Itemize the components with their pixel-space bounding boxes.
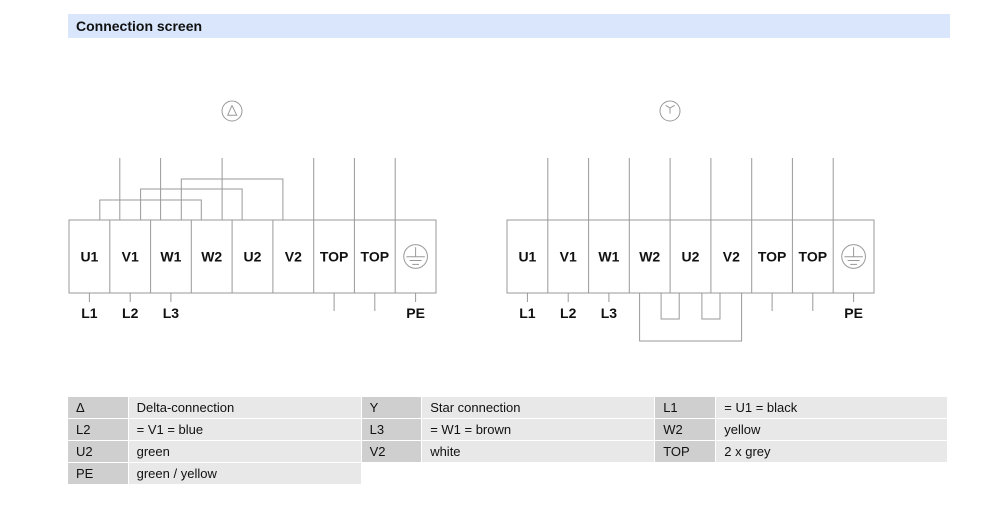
svg-text:U2: U2 bbox=[244, 249, 262, 265]
svg-text:W1: W1 bbox=[160, 249, 181, 265]
svg-text:L3: L3 bbox=[163, 305, 180, 321]
svg-text:PE: PE bbox=[844, 305, 863, 321]
svg-text:U1: U1 bbox=[80, 249, 98, 265]
svg-text:TOP: TOP bbox=[361, 249, 390, 265]
svg-text:U2: U2 bbox=[682, 249, 700, 265]
svg-text:U1: U1 bbox=[518, 249, 536, 265]
svg-text:L3: L3 bbox=[601, 305, 618, 321]
svg-text:W2: W2 bbox=[201, 249, 222, 265]
svg-text:TOP: TOP bbox=[320, 249, 349, 265]
svg-text:L2: L2 bbox=[122, 305, 139, 321]
svg-text:V2: V2 bbox=[285, 249, 302, 265]
svg-text:TOP: TOP bbox=[799, 249, 828, 265]
svg-text:V1: V1 bbox=[122, 249, 139, 265]
svg-text:W2: W2 bbox=[639, 249, 660, 265]
svg-text:V1: V1 bbox=[560, 249, 577, 265]
svg-text:V2: V2 bbox=[723, 249, 740, 265]
svg-text:L2: L2 bbox=[560, 305, 577, 321]
svg-text:L1: L1 bbox=[519, 305, 536, 321]
svg-text:W1: W1 bbox=[598, 249, 619, 265]
svg-text:TOP: TOP bbox=[758, 249, 787, 265]
svg-text:L1: L1 bbox=[81, 305, 98, 321]
svg-text:PE: PE bbox=[406, 305, 425, 321]
